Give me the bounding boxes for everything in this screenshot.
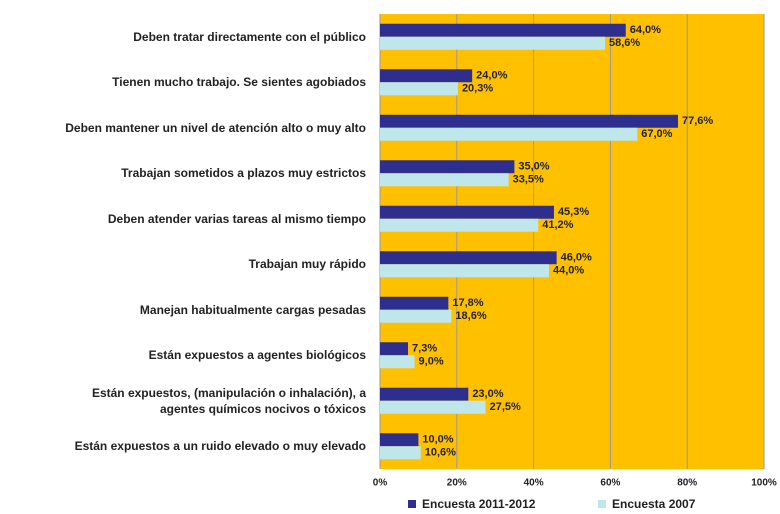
x-tick-label: 80% [677, 478, 697, 489]
bar [380, 355, 415, 369]
bar [380, 251, 557, 265]
value-label: 45,3% [558, 206, 589, 218]
category-label: Deben atender varias tareas al mismo tie… [107, 211, 366, 226]
bar [380, 433, 419, 447]
value-label: 7,3% [412, 343, 437, 355]
legend-swatch [408, 500, 416, 508]
value-label: 10,6% [425, 447, 456, 459]
legend-swatch [598, 500, 606, 508]
value-label: 41,2% [542, 219, 573, 231]
value-label: 64,0% [630, 24, 661, 36]
x-tick-label: 100% [751, 478, 777, 489]
legend-label: Encuesta 2007 [612, 497, 696, 511]
value-label: 10,0% [422, 434, 453, 446]
value-label: 20,3% [462, 83, 493, 95]
bar [380, 127, 638, 141]
bar [380, 342, 409, 356]
x-tick-label: 40% [524, 478, 544, 489]
legend-label: Encuesta 2011-2012 [422, 497, 536, 511]
category-label: Deben tratar directamente con el público [133, 29, 366, 44]
value-label: 67,0% [641, 128, 672, 140]
bar [380, 446, 421, 460]
value-label: 27,5% [490, 401, 521, 413]
value-label: 77,6% [682, 115, 713, 127]
category-label: Tienen mucho trabajo. Se sientes agobiad… [112, 75, 366, 90]
x-tick-label: 60% [600, 478, 620, 489]
value-label: 17,8% [452, 297, 483, 309]
bar [380, 400, 486, 414]
category-label: Están expuestos a un ruido elevado o muy… [74, 439, 366, 454]
bar [380, 160, 515, 174]
value-label: 23,0% [472, 388, 503, 400]
bar [380, 205, 554, 219]
value-label: 58,6% [609, 37, 640, 49]
value-label: 35,0% [518, 161, 549, 173]
x-tick-label: 20% [447, 478, 467, 489]
bar [380, 23, 626, 37]
value-label: 46,0% [561, 252, 592, 264]
value-label: 44,0% [553, 265, 584, 277]
bar [380, 36, 606, 50]
category-label: Trabajan sometidos a plazos muy estricto… [121, 166, 366, 181]
bar [380, 82, 458, 96]
category-label: Manejan habitualmente cargas pesadas [139, 302, 366, 317]
bar [380, 264, 549, 278]
bar [380, 114, 678, 128]
value-label: 9,0% [419, 356, 444, 368]
bar [380, 69, 473, 83]
bar [380, 173, 509, 187]
category-label: Están expuestos a agentes biológicos [148, 348, 366, 363]
bar [380, 309, 452, 323]
bar [380, 387, 469, 401]
category-label: Trabajan muy rápido [248, 257, 366, 272]
bar [380, 218, 539, 232]
category-label: Están expuestos, (manipulación o inhalac… [91, 385, 366, 416]
value-label: 33,5% [513, 174, 544, 186]
value-label: 24,0% [476, 70, 507, 82]
x-tick-label: 0% [373, 478, 388, 489]
bar [380, 296, 449, 310]
value-label: 18,6% [455, 310, 486, 322]
category-label: Deben mantener un nivel de atención alto… [65, 120, 366, 135]
